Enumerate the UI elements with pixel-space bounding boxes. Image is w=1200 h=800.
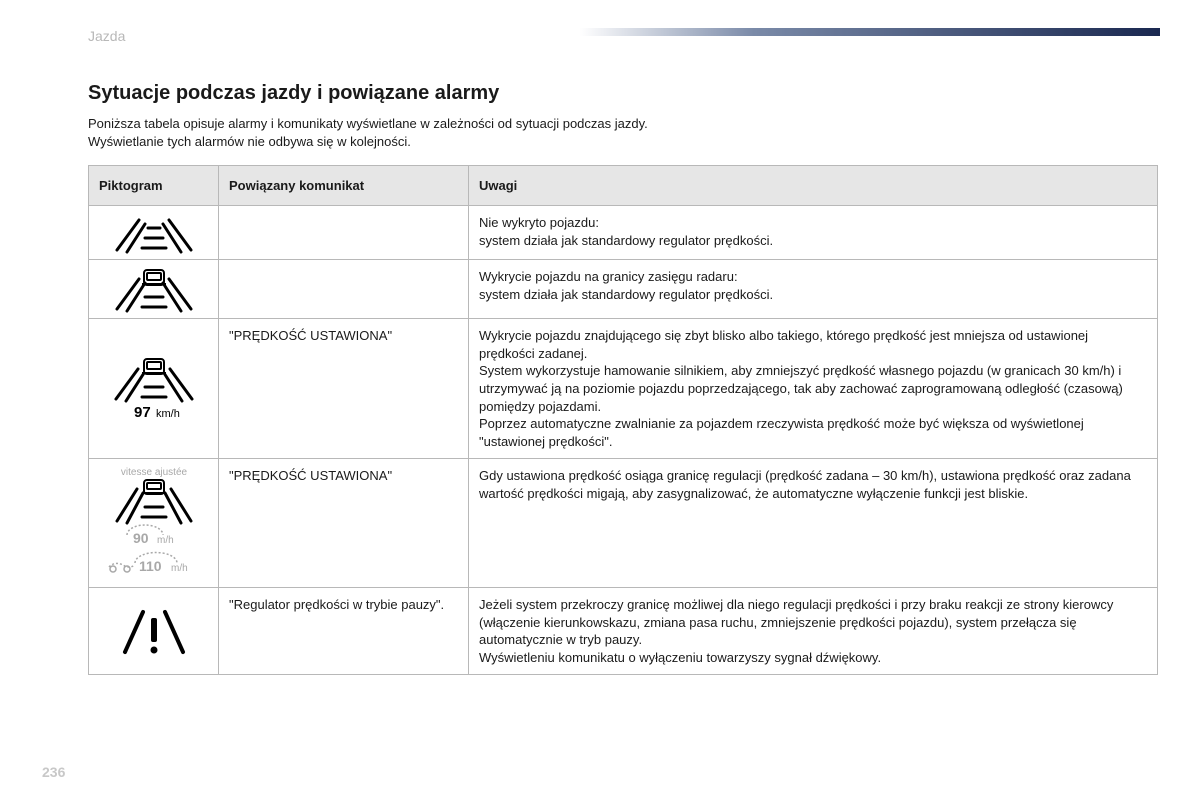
alarms-table: Piktogram Powiązany komunikat Uwagi bbox=[88, 165, 1158, 675]
header-notes: Uwagi bbox=[469, 166, 1158, 206]
table-row: vitesse ajustée bbox=[89, 459, 1158, 588]
speed-unit-2: m/h bbox=[171, 563, 188, 574]
table-row: Nie wykryto pojazdu:system działa jak st… bbox=[89, 206, 1158, 260]
notes-cell: Jeżeli system przekroczy granicę możliwe… bbox=[469, 588, 1158, 675]
warning-lane-icon bbox=[109, 604, 199, 659]
speed-unit: km/h bbox=[156, 408, 180, 420]
speed-value-2: 110 bbox=[139, 558, 162, 574]
message-cell: "Regulator prędkości w trybie pauzy". bbox=[219, 588, 469, 675]
notes-cell: Wykrycie pojazdu znajdującego się zbyt b… bbox=[469, 319, 1158, 459]
page-content: Sytuacje podczas jazdy i powiązane alarm… bbox=[88, 82, 1158, 675]
pictogram-cell: 97 km/h bbox=[89, 319, 219, 459]
lane-vehicle-speed-icon: 97 km/h bbox=[104, 354, 204, 424]
notes-cell: Wykrycie pojazdu na granicy zasięgu rada… bbox=[469, 260, 1158, 319]
lane-vehicle-adjusted-icon: vitesse ajustée bbox=[99, 463, 209, 583]
table-row: Wykrycie pojazdu na granicy zasięgu rada… bbox=[89, 260, 1158, 319]
table-header-row: Piktogram Powiązany komunikat Uwagi bbox=[89, 166, 1158, 206]
lane-empty-icon bbox=[109, 210, 199, 255]
speed-value-1: 90 bbox=[133, 530, 149, 546]
notes-cell: Gdy ustawiona prędkość osiąga granicę re… bbox=[469, 459, 1158, 588]
section-label: Jazda bbox=[88, 28, 125, 44]
header-gradient-bar bbox=[580, 28, 1160, 36]
adjusted-label: vitesse ajustée bbox=[120, 467, 187, 478]
header-message: Powiązany komunikat bbox=[219, 166, 469, 206]
message-cell: "PRĘDKOŚĆ USTAWIONA" bbox=[219, 459, 469, 588]
message-cell: "PRĘDKOŚĆ USTAWIONA" bbox=[219, 319, 469, 459]
message-cell bbox=[219, 206, 469, 260]
page-title: Sytuacje podczas jazdy i powiązane alarm… bbox=[88, 82, 1158, 105]
message-cell bbox=[219, 260, 469, 319]
intro-line-1: Poniższa tabela opisuje alarmy i komunik… bbox=[88, 116, 648, 131]
pictogram-cell: vitesse ajustée bbox=[89, 459, 219, 588]
intro-line-2: Wyświetlanie tych alarmów nie odbywa się… bbox=[88, 134, 411, 149]
speed-value: 97 bbox=[134, 404, 151, 421]
pictogram-cell bbox=[89, 588, 219, 675]
pictogram-cell bbox=[89, 206, 219, 260]
table-row: "Regulator prędkości w trybie pauzy". Je… bbox=[89, 588, 1158, 675]
lane-vehicle-far-icon bbox=[109, 264, 199, 314]
page-number: 236 bbox=[42, 764, 65, 780]
pictogram-cell bbox=[89, 260, 219, 319]
table-row: 97 km/h "PRĘDKOŚĆ USTAWIONA" Wykrycie po… bbox=[89, 319, 1158, 459]
header-pictogram: Piktogram bbox=[89, 166, 219, 206]
intro-text: Poniższa tabela opisuje alarmy i komunik… bbox=[88, 115, 1158, 151]
notes-cell: Nie wykryto pojazdu:system działa jak st… bbox=[469, 206, 1158, 260]
speed-unit-1: m/h bbox=[157, 535, 174, 546]
